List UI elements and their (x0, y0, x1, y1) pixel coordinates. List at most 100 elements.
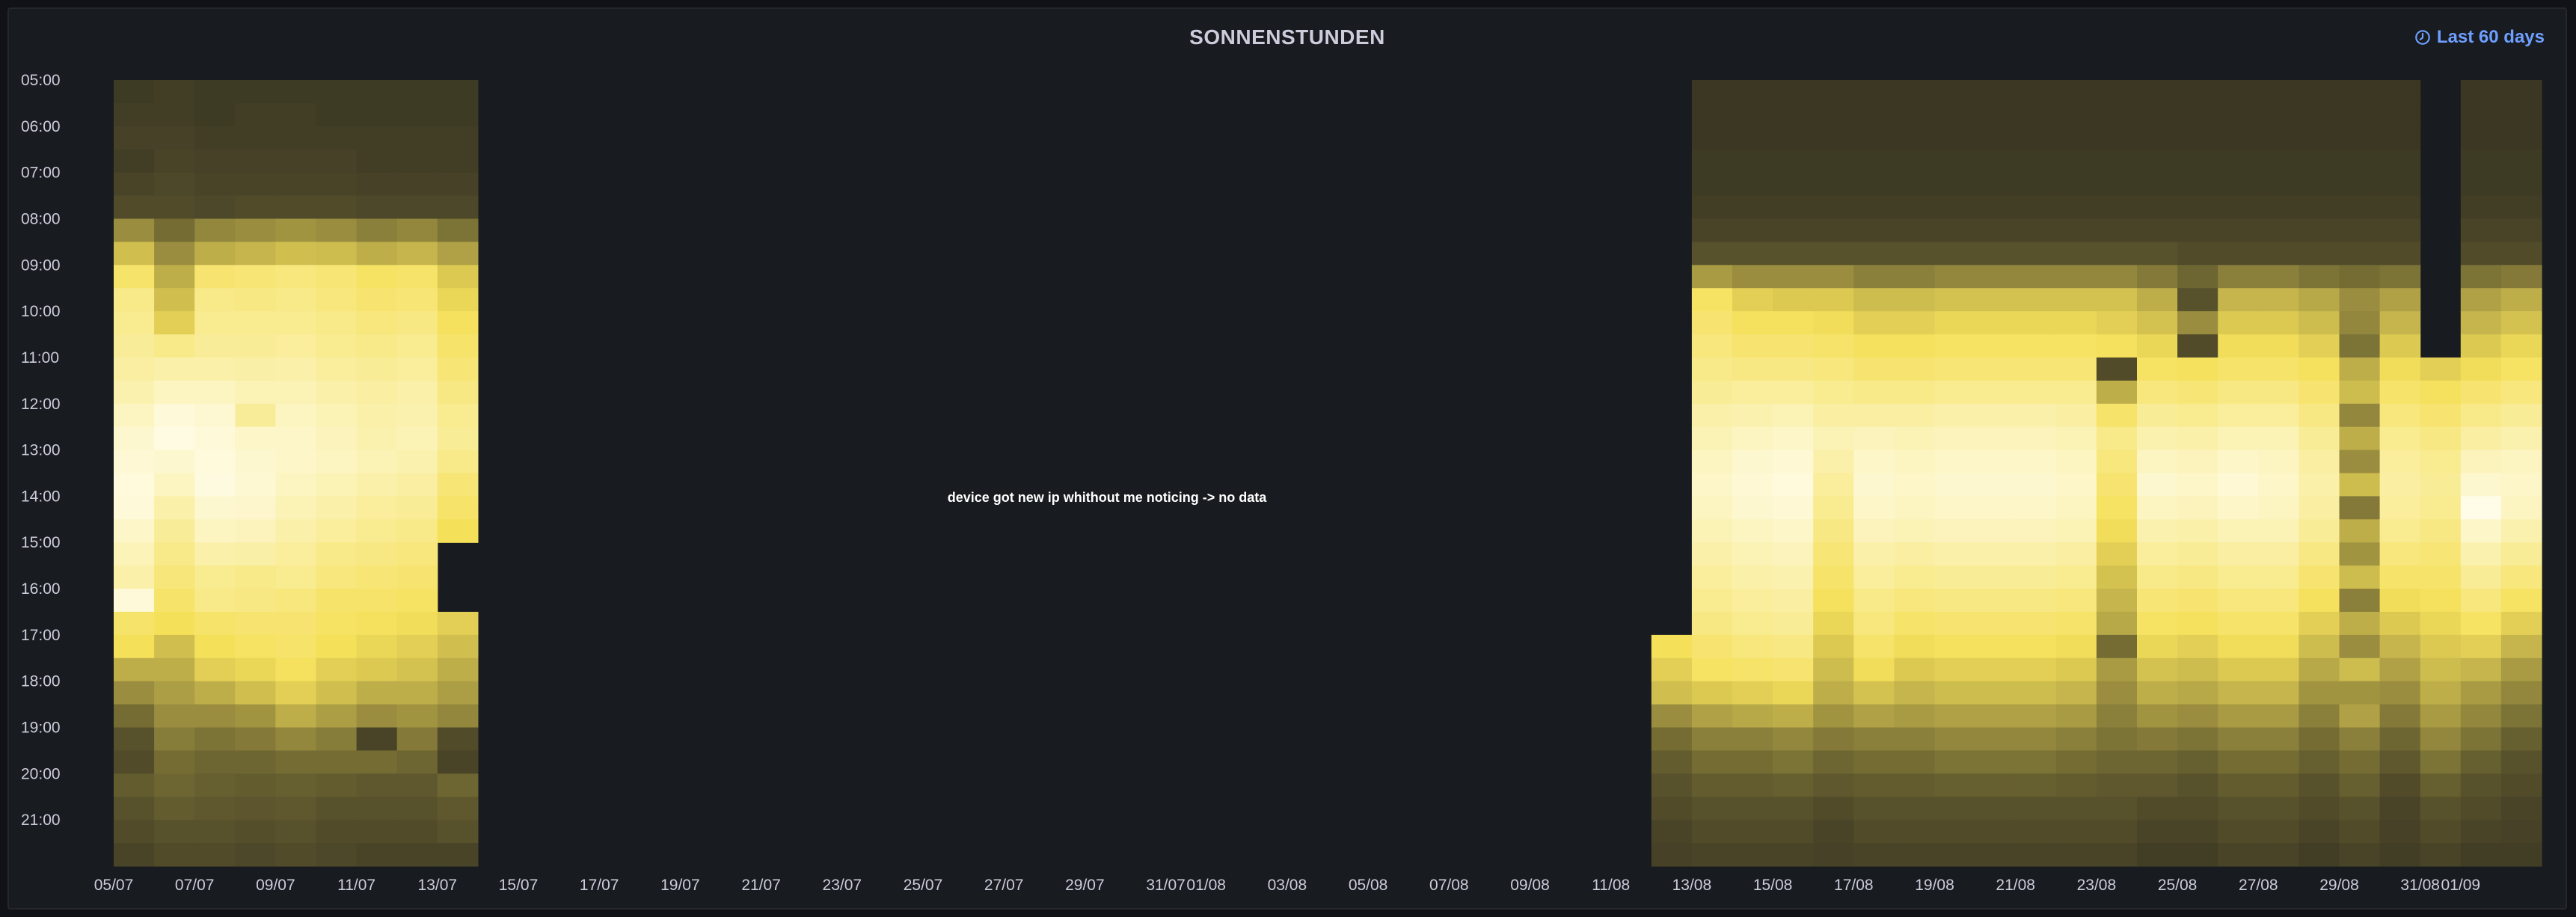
heatmap-cell[interactable] (1853, 542, 1895, 566)
heatmap-cell[interactable] (437, 450, 479, 474)
heatmap-cell[interactable] (2339, 797, 2381, 821)
heatmap-cell[interactable] (1773, 611, 1814, 636)
heatmap-cell[interactable] (396, 681, 438, 705)
heatmap-cell[interactable] (2500, 172, 2542, 197)
heatmap-cell[interactable] (2137, 218, 2178, 242)
heatmap-cell[interactable] (2177, 820, 2218, 844)
heatmap-cell[interactable] (356, 589, 398, 613)
heatmap-cell[interactable] (1691, 657, 1733, 682)
heatmap-cell[interactable] (2258, 426, 2299, 451)
heatmap-cell[interactable] (2379, 195, 2421, 220)
heatmap-cell[interactable] (114, 288, 155, 312)
heatmap-cell[interactable] (437, 657, 479, 682)
heatmap-cell[interactable] (2258, 542, 2299, 566)
heatmap-cell[interactable] (2218, 634, 2259, 659)
heatmap-cell[interactable] (2379, 426, 2421, 451)
heatmap-cell[interactable] (2299, 172, 2340, 197)
heatmap-cell[interactable] (1651, 797, 1693, 821)
heatmap-cell[interactable] (1975, 172, 2017, 197)
heatmap-cell[interactable] (275, 242, 317, 266)
heatmap-cell[interactable] (316, 334, 358, 358)
heatmap-cell[interactable] (2177, 727, 2218, 752)
heatmap-cell[interactable] (2299, 311, 2340, 335)
heatmap-cell[interactable] (2218, 311, 2259, 335)
heatmap-cell[interactable] (2379, 149, 2421, 174)
heatmap-cell[interactable] (1934, 843, 1976, 867)
heatmap-cell[interactable] (154, 80, 195, 104)
heatmap-cell[interactable] (2379, 242, 2421, 266)
heatmap-cell[interactable] (194, 750, 236, 774)
heatmap-cell[interactable] (2379, 797, 2421, 821)
heatmap-cell[interactable] (1732, 242, 1773, 266)
heatmap-cell[interactable] (275, 265, 317, 289)
heatmap-cell[interactable] (396, 450, 438, 474)
heatmap-cell[interactable] (2055, 80, 2097, 104)
heatmap-cell[interactable] (2420, 426, 2462, 451)
heatmap-cell[interactable] (356, 773, 398, 797)
heatmap-cell[interactable] (1853, 126, 1895, 150)
heatmap-cell[interactable] (1975, 311, 2017, 335)
heatmap-cell[interactable] (316, 195, 358, 220)
heatmap-cell[interactable] (2500, 611, 2542, 636)
heatmap-cell[interactable] (2096, 750, 2138, 774)
heatmap-cell[interactable] (1651, 704, 1693, 729)
heatmap-cell[interactable] (2258, 403, 2299, 428)
heatmap-cell[interactable] (2420, 519, 2462, 543)
heatmap-cell[interactable] (2258, 126, 2299, 150)
heatmap-cell[interactable] (1773, 450, 1814, 474)
heatmap-cell[interactable] (2137, 797, 2178, 821)
heatmap-cell[interactable] (275, 218, 317, 242)
heatmap-cell[interactable] (1813, 681, 1854, 705)
heatmap-cell[interactable] (154, 195, 195, 220)
heatmap-cell[interactable] (1651, 727, 1693, 752)
heatmap-cell[interactable] (396, 519, 438, 543)
heatmap-cell[interactable] (1894, 496, 1936, 520)
heatmap-cell[interactable] (2055, 750, 2097, 774)
heatmap-cell[interactable] (316, 403, 358, 428)
heatmap-cell[interactable] (2137, 727, 2178, 752)
heatmap-cell[interactable] (1732, 634, 1773, 659)
heatmap-cell[interactable] (194, 357, 236, 381)
heatmap-cell[interactable] (2096, 80, 2138, 104)
heatmap-cell[interactable] (437, 149, 479, 174)
heatmap-cell[interactable] (1894, 357, 1936, 381)
heatmap-cell[interactable] (1691, 519, 1733, 543)
heatmap-cell[interactable] (1813, 496, 1854, 520)
heatmap-cell[interactable] (2339, 843, 2381, 867)
heatmap-cell[interactable] (437, 473, 479, 497)
heatmap-cell[interactable] (1732, 357, 1773, 381)
heatmap-cell[interactable] (2500, 473, 2542, 497)
heatmap-cell[interactable] (316, 380, 358, 405)
heatmap-cell[interactable] (1853, 380, 1895, 405)
heatmap-cell[interactable] (356, 542, 398, 566)
heatmap-cell[interactable] (2015, 473, 2057, 497)
heatmap-cell[interactable] (1894, 265, 1936, 289)
heatmap-cell[interactable] (2379, 80, 2421, 104)
heatmap-cell[interactable] (114, 380, 155, 405)
heatmap-cell[interactable] (2299, 542, 2340, 566)
heatmap-cell[interactable] (2299, 218, 2340, 242)
heatmap-cell[interactable] (2379, 820, 2421, 844)
heatmap-cell[interactable] (396, 357, 438, 381)
heatmap-cell[interactable] (2137, 589, 2178, 613)
heatmap-cell[interactable] (2055, 496, 2097, 520)
heatmap-cell[interactable] (194, 102, 236, 127)
heatmap-cell[interactable] (1853, 820, 1895, 844)
heatmap-cell[interactable] (154, 820, 195, 844)
heatmap-cell[interactable] (194, 126, 236, 150)
heatmap-cell[interactable] (1934, 773, 1976, 797)
heatmap-cell[interactable] (1853, 519, 1895, 543)
heatmap-cell[interactable] (2420, 773, 2462, 797)
heatmap-cell[interactable] (154, 357, 195, 381)
heatmap-cell[interactable] (194, 773, 236, 797)
heatmap-cell[interactable] (275, 357, 317, 381)
heatmap-cell[interactable] (2218, 589, 2259, 613)
heatmap-cell[interactable] (1934, 634, 1976, 659)
heatmap-cell[interactable] (2460, 218, 2502, 242)
heatmap-cell[interactable] (437, 172, 479, 197)
heatmap-cell[interactable] (2500, 820, 2542, 844)
heatmap-cell[interactable] (1773, 496, 1814, 520)
heatmap-cell[interactable] (194, 519, 236, 543)
heatmap-cell[interactable] (275, 820, 317, 844)
heatmap-cell[interactable] (2460, 565, 2502, 589)
